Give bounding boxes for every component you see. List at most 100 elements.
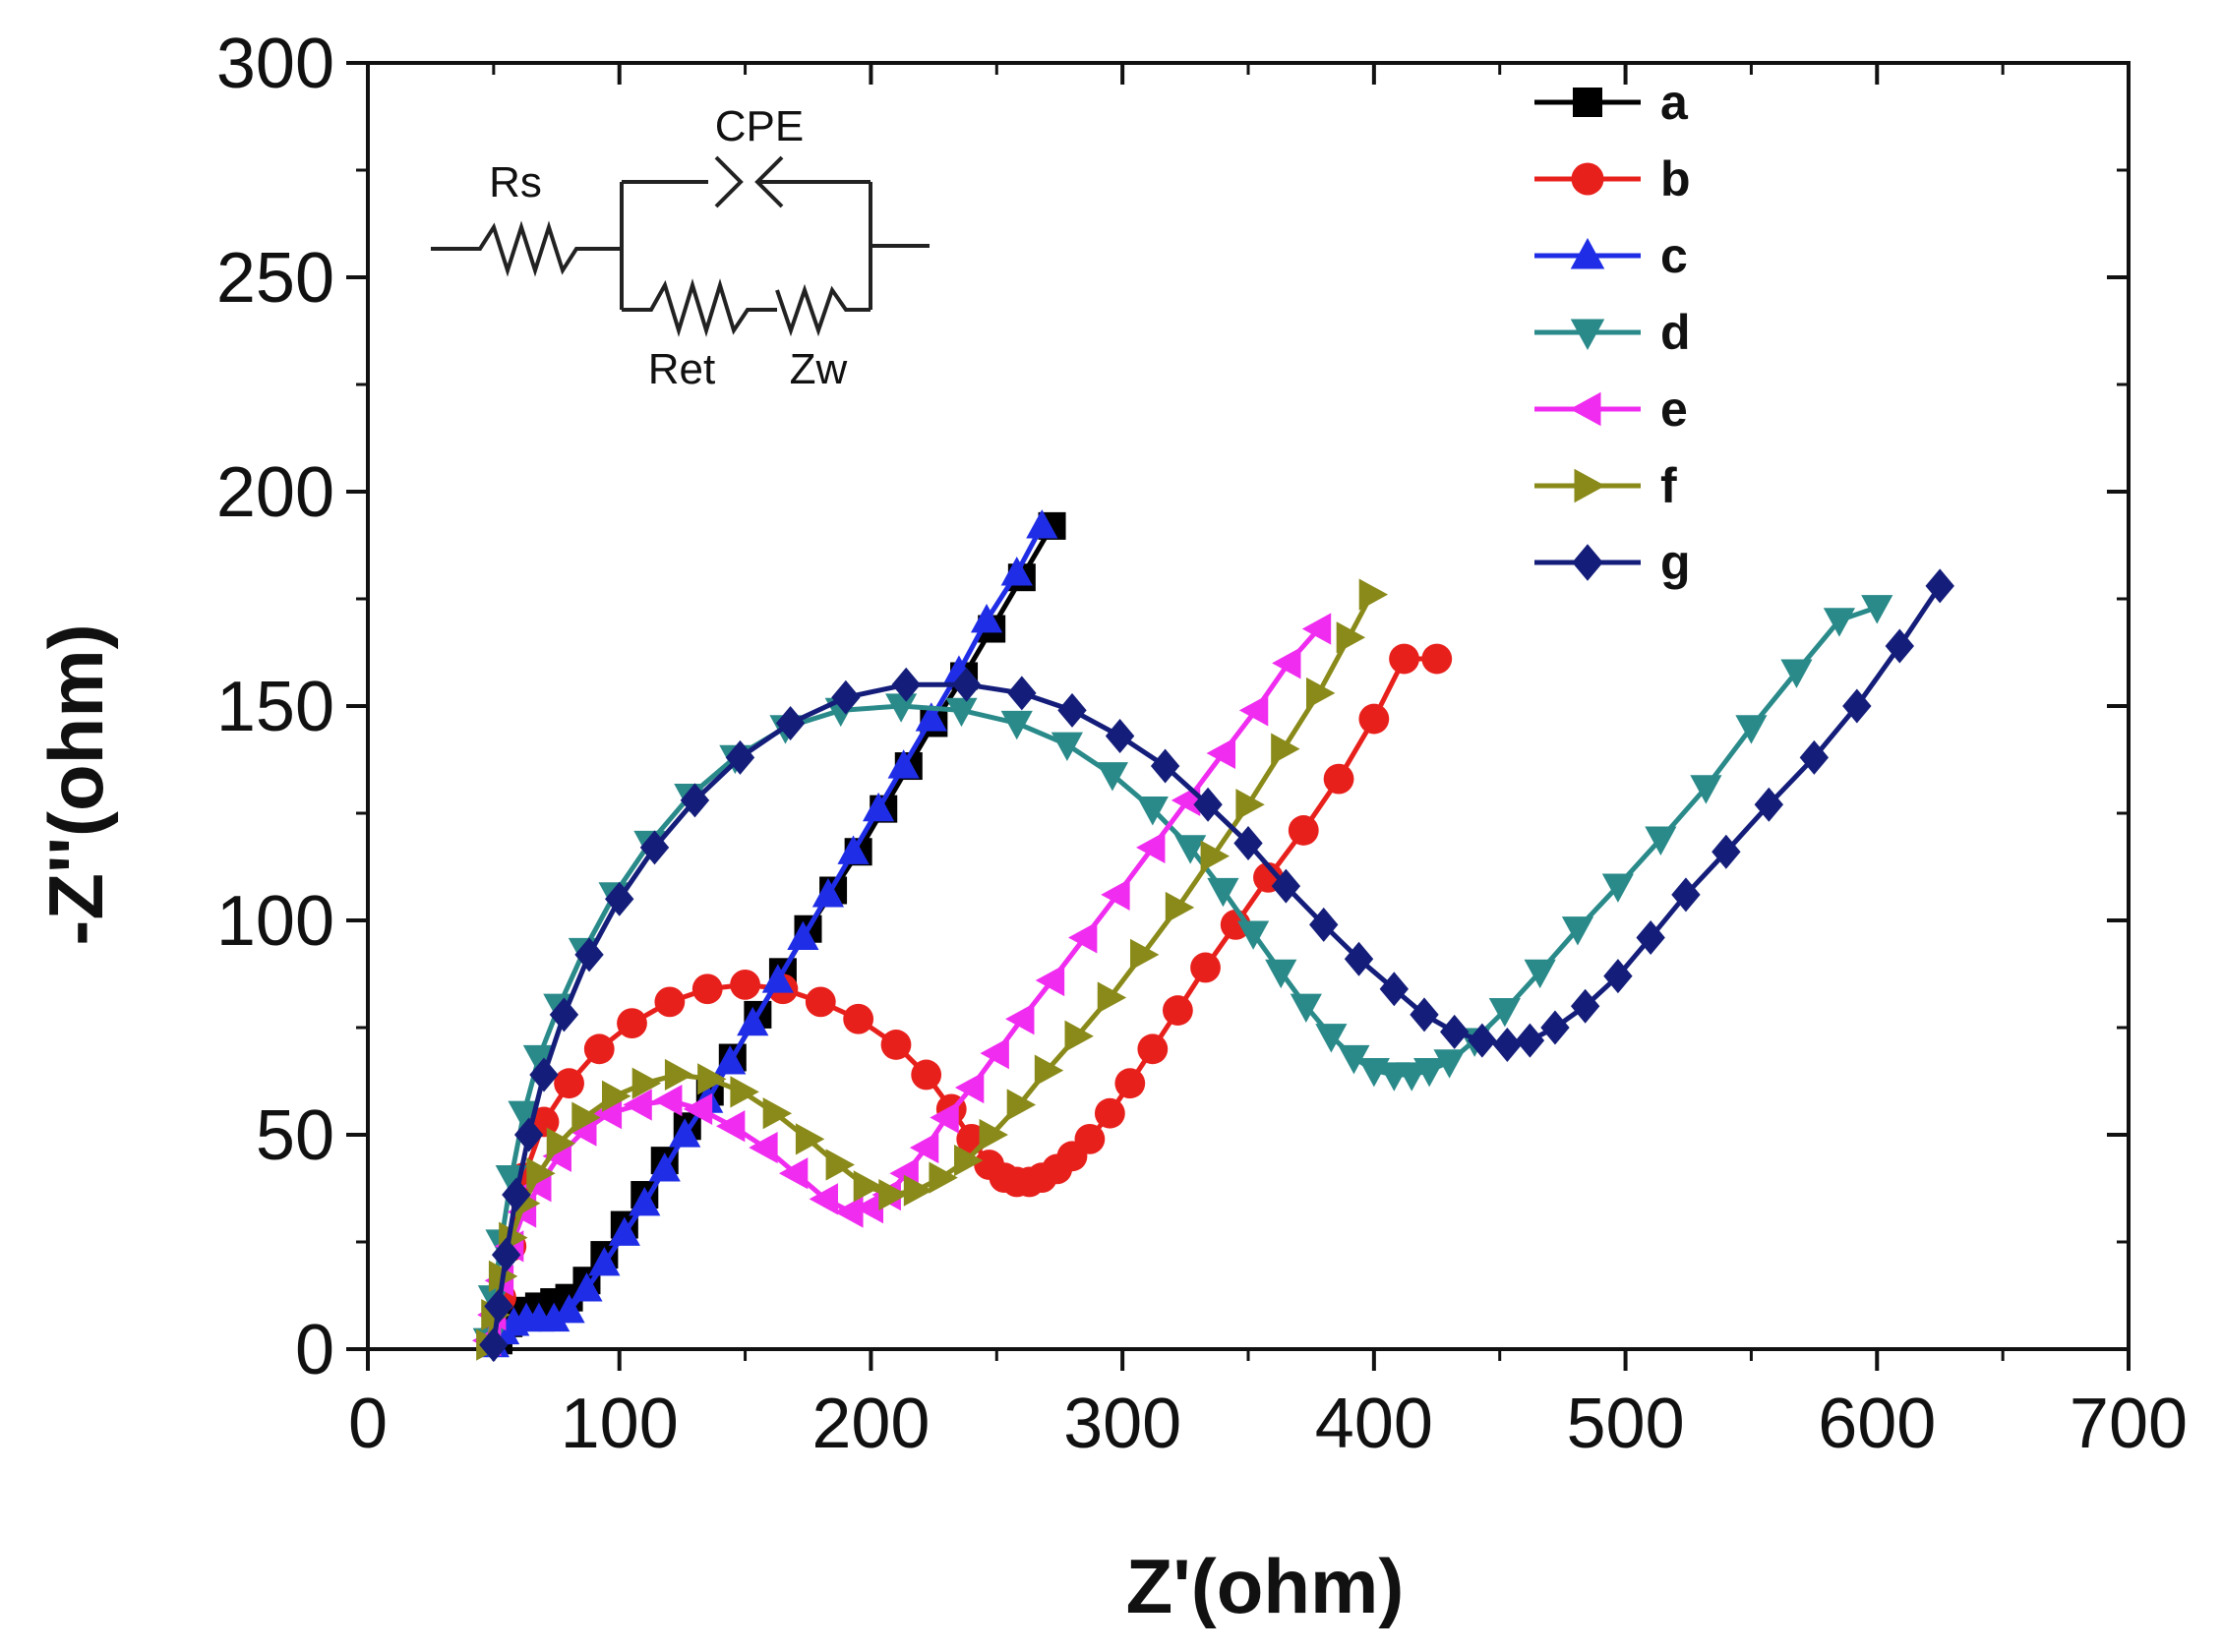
legend-item-f: f	[1534, 458, 1677, 513]
series-g-point	[1233, 826, 1263, 861]
series-f-point	[954, 1145, 984, 1177]
series-d-point	[1207, 877, 1239, 908]
series-g-point	[1271, 868, 1301, 904]
x-tick-label: 300	[1063, 1385, 1181, 1463]
series-c-point	[608, 1216, 640, 1246]
series-b-point	[1074, 1123, 1106, 1154]
series-f-point	[546, 1127, 576, 1159]
series-g-point	[1540, 1010, 1570, 1045]
series-g-point	[639, 830, 670, 865]
equivalent-circuit-inset: Rs CPE Ret Zw	[431, 102, 930, 393]
series-f-point	[1358, 578, 1389, 611]
series-b-point	[1114, 1068, 1146, 1099]
series-b-point	[691, 974, 723, 1005]
series-f-point	[631, 1067, 662, 1099]
series-f-point	[1097, 981, 1127, 1014]
series-f-point	[903, 1174, 933, 1207]
series-g-point	[1671, 877, 1701, 913]
series-e-point	[1206, 737, 1236, 770]
series-d-point	[1096, 762, 1129, 792]
series-g-point	[1309, 907, 1339, 942]
series-f-point	[1064, 1020, 1094, 1052]
series-g-point	[1712, 834, 1741, 869]
series-b-point	[1323, 763, 1354, 795]
series-c-point	[863, 792, 895, 822]
legend-item-c: c	[1534, 228, 1688, 283]
series-f-point	[697, 1063, 727, 1095]
series-b-point	[554, 1068, 584, 1099]
series-c-point	[787, 920, 819, 951]
data-series	[471, 509, 1954, 1363]
series-b-point	[1389, 643, 1419, 675]
legend-label: e	[1660, 382, 1688, 437]
series-d-point	[1174, 835, 1207, 864]
x-tick-label: 400	[1315, 1385, 1433, 1463]
series-g-point	[605, 881, 634, 916]
series-c-point	[648, 1152, 681, 1182]
legend-marker	[1572, 544, 1603, 581]
series-f-point	[1306, 677, 1336, 710]
series-f-point	[979, 1118, 1008, 1151]
series-f-point	[1336, 621, 1366, 654]
legend-label: c	[1660, 228, 1688, 283]
x-tick-label: 700	[2070, 1385, 2188, 1463]
series-c-point	[811, 878, 845, 908]
series-b-point	[805, 986, 836, 1018]
series-g-point	[1468, 1023, 1497, 1058]
series-e-point	[809, 1183, 838, 1215]
series-e-point	[930, 1101, 959, 1134]
series-d-point	[1338, 1044, 1370, 1075]
series-c-point	[915, 702, 947, 732]
x-tick-label: 100	[561, 1385, 679, 1463]
series-e-point	[1272, 647, 1301, 679]
series-g-point	[1636, 919, 1665, 955]
series-d-point	[1823, 608, 1856, 637]
y-axis-title: -Z''(ohm)	[32, 623, 119, 945]
legend-marker	[1571, 162, 1604, 196]
y-tick-label: 200	[216, 453, 334, 532]
series-b-point	[730, 970, 760, 1000]
series-e-point	[854, 1192, 884, 1224]
legend-marker	[1570, 319, 1605, 350]
series-c-point	[629, 1186, 661, 1216]
series-b-point	[1358, 703, 1390, 735]
series-g-point	[1379, 972, 1410, 1007]
series-d-point	[1290, 993, 1322, 1023]
legend-item-b: b	[1534, 151, 1691, 206]
series-g-point	[1570, 988, 1600, 1024]
series-e-point	[715, 1110, 746, 1143]
series-c-point	[1026, 509, 1058, 539]
series-d-point	[1524, 959, 1556, 989]
cpe-label: CPE	[715, 102, 804, 150]
series-d-line	[486, 605, 1879, 1341]
axis-tick-labels: 0 100 200 300 400 500 600 700 0 50 100 150 200 250 300	[216, 25, 2188, 1463]
series-d-point	[1396, 1062, 1428, 1092]
series-c-point	[761, 964, 794, 993]
series-e-point	[1067, 921, 1098, 954]
series-d-point	[1488, 997, 1521, 1028]
series-d-point	[508, 1100, 540, 1130]
series-f-point	[730, 1076, 759, 1108]
series-d-point	[1265, 959, 1297, 989]
series-f-point	[878, 1178, 908, 1211]
series-d-point	[1413, 1058, 1446, 1088]
series-f-point	[571, 1101, 601, 1134]
series-e-point	[1035, 964, 1065, 997]
series-b-point	[843, 1003, 874, 1034]
series-f-line	[486, 593, 1374, 1346]
series-d-point	[1735, 715, 1768, 744]
series-d-point	[1601, 873, 1634, 903]
series-c-point	[669, 1118, 701, 1148]
series-e-point	[749, 1131, 778, 1164]
series-g-point	[831, 679, 861, 715]
series-b-point	[583, 1033, 615, 1065]
series-f-point	[1006, 1089, 1037, 1121]
legend-marker	[1574, 468, 1605, 503]
legend-label: d	[1660, 305, 1691, 360]
y-tick-label: 250	[216, 239, 334, 318]
series-g-point	[1885, 628, 1914, 664]
series-g-point	[1344, 941, 1374, 976]
series-e-point	[834, 1196, 864, 1228]
series-e-point	[909, 1131, 939, 1164]
